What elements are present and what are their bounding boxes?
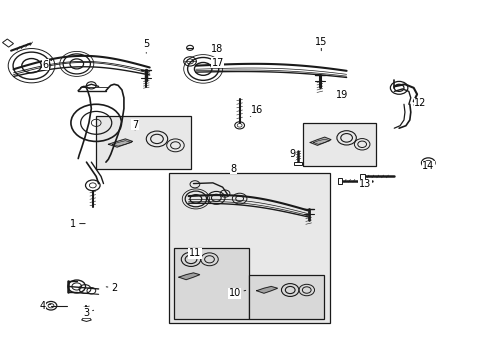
Text: 14: 14 — [421, 161, 433, 171]
Text: 16: 16 — [250, 105, 262, 116]
Bar — [169, 173, 329, 323]
Text: 8: 8 — [230, 163, 236, 174]
Polygon shape — [81, 318, 91, 321]
Bar — [337, 178, 342, 184]
Polygon shape — [256, 287, 277, 293]
Text: 6: 6 — [42, 60, 52, 70]
Bar — [2, 39, 14, 47]
Text: 4: 4 — [40, 301, 51, 311]
Bar — [249, 275, 323, 319]
Bar — [360, 174, 364, 179]
Text: 5: 5 — [143, 39, 149, 53]
Text: 10: 10 — [228, 288, 245, 298]
Text: 18: 18 — [210, 44, 223, 54]
Bar — [302, 123, 375, 166]
Polygon shape — [108, 139, 132, 147]
Bar — [96, 116, 191, 169]
Text: 3: 3 — [83, 308, 93, 318]
Text: 11: 11 — [188, 248, 201, 258]
Text: 7: 7 — [132, 120, 138, 130]
Text: 2: 2 — [106, 283, 117, 293]
Text: 1: 1 — [70, 219, 85, 229]
Text: 17: 17 — [211, 58, 224, 68]
Text: 9: 9 — [288, 149, 297, 159]
Bar — [293, 162, 301, 165]
Text: 13: 13 — [358, 179, 370, 189]
Polygon shape — [309, 137, 330, 145]
Polygon shape — [179, 273, 200, 280]
Text: 12: 12 — [413, 98, 426, 108]
Text: 19: 19 — [335, 90, 347, 100]
Text: 15: 15 — [314, 37, 327, 51]
Bar — [174, 248, 249, 319]
